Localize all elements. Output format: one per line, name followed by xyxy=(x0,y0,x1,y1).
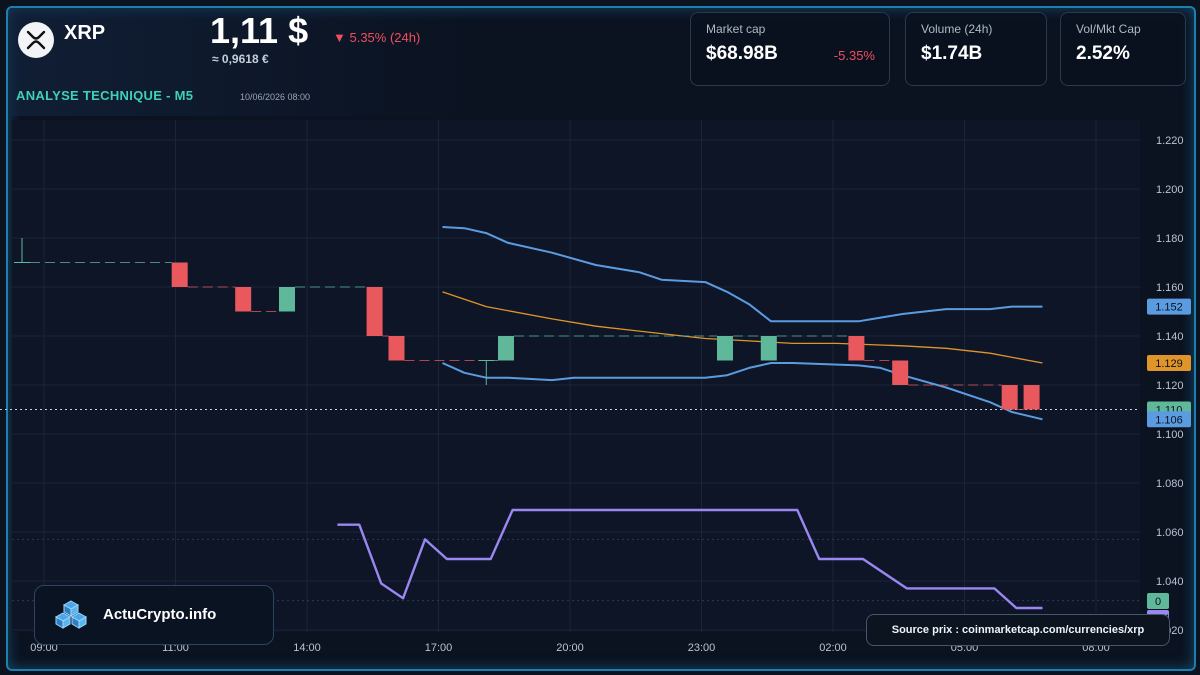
x-tick-label: 23:00 xyxy=(688,642,716,654)
candle-body xyxy=(497,336,514,361)
price-label-text: 1.152 xyxy=(1155,302,1183,314)
brand-badge[interactable]: ActuCrypto.info xyxy=(34,585,274,645)
y-tick-label: 1.160 xyxy=(1156,282,1184,294)
oscillator-label-text: 0 xyxy=(1155,596,1161,608)
bollinger-upper-line xyxy=(442,226,1043,323)
stat-card-vol-mkt-cap: Vol/Mkt Cap 2.52% xyxy=(1060,12,1186,86)
x-tick-label: 02:00 xyxy=(819,642,847,654)
candle-body xyxy=(388,336,405,361)
x-tick-label: 17:00 xyxy=(425,642,453,654)
price-label-text: 1.129 xyxy=(1155,358,1183,370)
candle-body xyxy=(278,287,295,312)
oscillator-label-box xyxy=(1147,593,1169,609)
candle-body xyxy=(1001,385,1018,410)
panel-frame xyxy=(6,6,1196,671)
coin-symbol: XRP xyxy=(64,22,106,44)
y-tick-label: 1.180 xyxy=(1156,233,1184,245)
candle-body xyxy=(1023,385,1040,410)
analysis-title: ANALYSE TECHNIQUE - M5 xyxy=(16,88,194,103)
y-tick-label: 1.040 xyxy=(1156,576,1184,588)
price-label-box xyxy=(1147,354,1191,371)
cubes-icon xyxy=(54,600,88,629)
stat-label: Market cap xyxy=(706,22,766,36)
stat-value: 2.52% xyxy=(1076,43,1130,64)
analysis-timestamp: 10/06/2026 08:00 xyxy=(240,92,311,102)
candle-body xyxy=(235,287,252,312)
y-tick-label: 1.200 xyxy=(1156,184,1184,196)
x-tick-label: 20:00 xyxy=(556,642,584,654)
price-label-text: 1.106 xyxy=(1155,414,1183,426)
y-tick-label: 1.120 xyxy=(1156,380,1184,392)
x-tick-label: 11:00 xyxy=(162,642,189,654)
price-label-box xyxy=(1147,411,1191,428)
candle-body xyxy=(716,336,733,361)
y-tick-label: 1.140 xyxy=(1156,331,1184,343)
x-tick-label: 14:00 xyxy=(293,642,321,654)
stat-value: $1.74B xyxy=(921,43,983,64)
source-note[interactable]: Source prix : coinmarketcap.com/currenci… xyxy=(866,614,1170,646)
y-tick-label: 1.220 xyxy=(1156,135,1184,147)
stat-card-market-cap: Market cap $68.98B -5.35% xyxy=(690,12,890,86)
xrp-logo-icon xyxy=(18,22,54,58)
stat-value: $68.98B xyxy=(706,43,778,64)
plot-area xyxy=(12,120,1140,632)
candle-body xyxy=(760,336,777,361)
price-usd: 1,11 $ xyxy=(210,10,309,51)
candle-body xyxy=(366,287,383,336)
brand-name: ActuCrypto.info xyxy=(103,606,217,623)
y-tick-label: 1.060 xyxy=(1156,527,1184,539)
price-label-box xyxy=(1147,298,1191,315)
stat-card-volume: Volume (24h) $1.74B xyxy=(905,12,1047,86)
candle-body xyxy=(848,336,865,361)
price-eur: ≈ 0,9618 € xyxy=(212,52,269,66)
change-24h: ▼ 5.35% (24h) xyxy=(333,30,421,45)
stat-label: Vol/Mkt Cap xyxy=(1076,22,1141,36)
y-tick-label: 1.100 xyxy=(1156,429,1184,441)
stat-label: Volume (24h) xyxy=(921,22,993,36)
candle-body xyxy=(892,360,909,385)
stat-change: -5.35% xyxy=(833,48,875,63)
oscillator-line xyxy=(337,508,1043,610)
x-tick-label: 09:00 xyxy=(30,642,58,654)
header-backdrop xyxy=(10,8,480,116)
bollinger-lower-line xyxy=(442,362,1043,421)
candle-body xyxy=(171,262,188,287)
y-tick-label: 1.080 xyxy=(1156,478,1184,490)
